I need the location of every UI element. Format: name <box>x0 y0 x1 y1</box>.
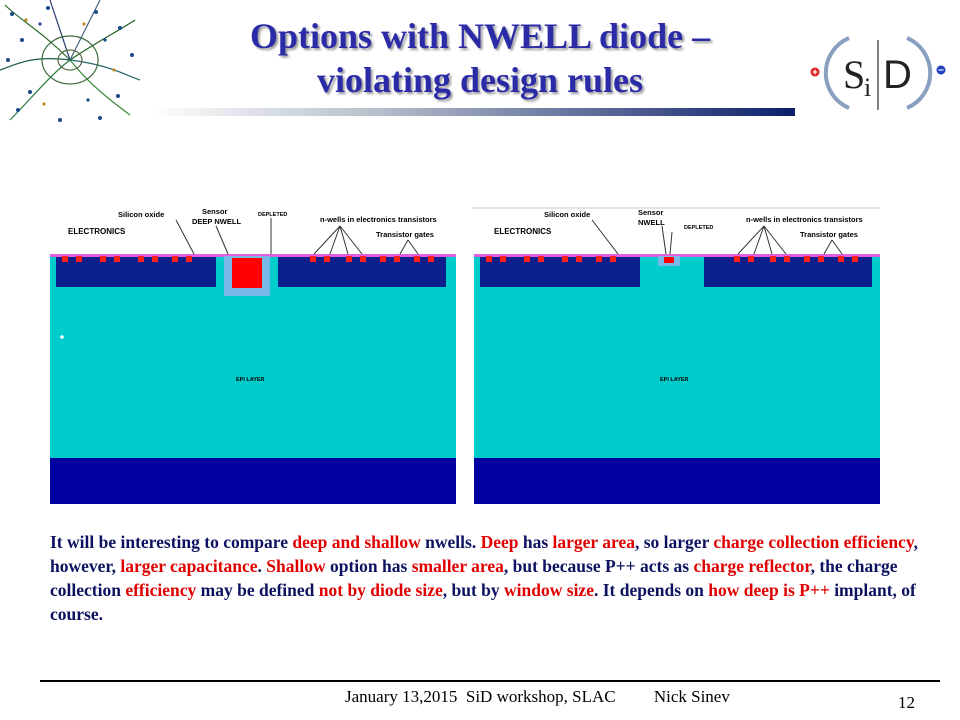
deep-nwell-diagram: Silicon oxide ELECTRONICS Sensor DEEP NW… <box>48 206 458 506</box>
depleted-region <box>232 258 262 288</box>
body-text-segment: , the charge collection <box>50 556 898 600</box>
label-depleted: DEPLETED <box>258 212 287 218</box>
body-text-segment: may be defined <box>196 580 319 600</box>
body-highlight: charge collection efficiency <box>713 532 914 552</box>
label-nwells: n-wells in electronics transistors <box>320 215 437 224</box>
body-highlight: Shallow <box>266 556 326 576</box>
label-depleted: DEPLETED <box>684 225 713 231</box>
title-underline-bar <box>150 108 795 116</box>
logo-letter-s: S <box>843 52 865 97</box>
body-text-segment: , but by <box>442 580 505 600</box>
label-transistor-gates: Transistor gates <box>800 230 858 239</box>
shallow-nwell-diagram: Silicon oxide ELECTRONICS Sensor NWELL D… <box>472 206 882 506</box>
label-electronics: ELECTRONICS <box>68 227 126 236</box>
label-silicon-oxide: Silicon oxide <box>118 210 164 219</box>
body-text-segment: , but because P++ acts as <box>503 556 694 576</box>
label-nwells: n-wells in electronics transistors <box>746 215 863 224</box>
body-text-segment: . <box>257 556 267 576</box>
body-text-segment: It will be interesting to compare <box>50 532 293 552</box>
label-silicon-oxide: Silicon oxide <box>544 210 590 219</box>
body-text-segment: implant, of course. <box>50 580 916 624</box>
label-deep-nwell: DEEP NWELL <box>192 217 241 226</box>
label-sensor: Sensor <box>202 207 228 216</box>
body-text-segment: , so larger <box>634 532 714 552</box>
footer-text: January 13,2015 SiD workshop, SLAC Nick … <box>345 687 730 706</box>
body-text-segment: . It depends on <box>593 580 709 600</box>
body-highlight: efficiency <box>125 580 197 600</box>
label-electronics: ELECTRONICS <box>494 227 552 236</box>
footer-divider <box>40 680 940 682</box>
label-epi-layer: EPI LAYER <box>660 377 689 383</box>
title-line-2: violating design rules <box>316 60 644 100</box>
body-highlight: larger area <box>552 532 635 552</box>
body-paragraph: It will be interesting to compare deep a… <box>50 530 940 626</box>
body-highlight: Deep <box>480 532 519 552</box>
body-highlight: smaller area <box>411 556 504 576</box>
page-number: 12 <box>898 693 915 712</box>
body-text-segment: option has <box>325 556 412 576</box>
sid-logo: S i D <box>797 26 959 118</box>
label-nwell: NWELL <box>638 218 665 227</box>
body-highlight: deep and shallow <box>292 532 421 552</box>
title-line-1: Options with NWELL diode – <box>249 16 711 56</box>
body-highlight: charge reflector <box>693 556 811 576</box>
logo-letter-d: D <box>883 53 912 97</box>
body-highlight: not by diode size <box>318 580 443 600</box>
body-highlight: window size <box>504 580 594 600</box>
event-display-image <box>0 0 140 122</box>
substrate-layer <box>474 458 880 504</box>
body-text-segment: , however, <box>50 532 918 576</box>
label-transistor-gates: Transistor gates <box>376 230 434 239</box>
body-text-segment: has <box>518 532 553 552</box>
silicon-oxide-layer <box>50 254 456 257</box>
silicon-oxide-layer <box>474 254 880 257</box>
body-highlight: how deep is P++ <box>708 580 830 600</box>
label-epi-layer: EPI LAYER <box>236 377 265 383</box>
epi-layer <box>474 256 880 458</box>
logo-letter-i: i <box>864 73 871 102</box>
substrate-layer <box>50 458 456 504</box>
slide-title: Options with NWELL diode – violating des… <box>150 14 810 102</box>
body-highlight: larger capacitance <box>120 556 258 576</box>
depleted-region <box>664 257 674 263</box>
label-sensor: Sensor <box>638 208 664 217</box>
body-text-segment: nwells. <box>420 532 481 552</box>
